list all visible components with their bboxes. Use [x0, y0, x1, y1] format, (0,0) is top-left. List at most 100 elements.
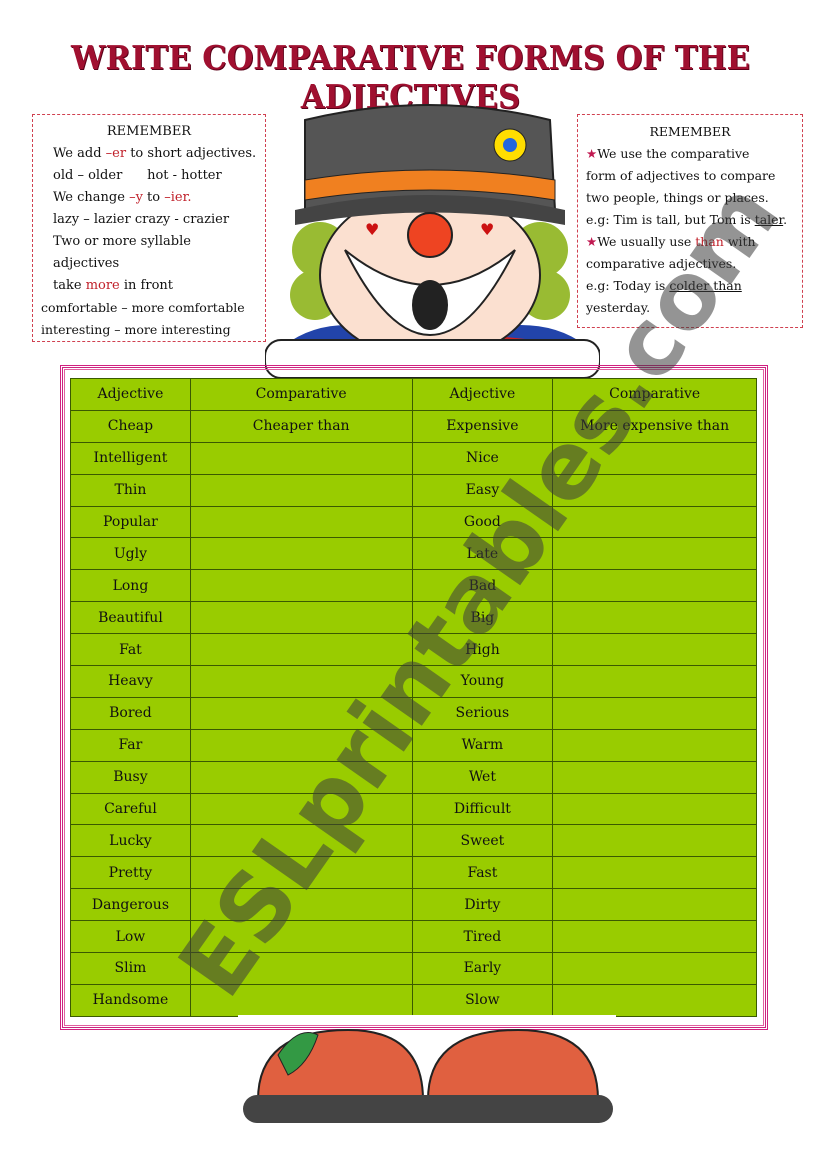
table-row: Ugly Late [70, 537, 757, 571]
comparative-cell[interactable] [189, 920, 413, 954]
example-line: e.g: Tim is tall, but Tom is taler. [586, 212, 788, 227]
adjective-cell: Fast [411, 856, 554, 890]
comparative-cell[interactable] [552, 824, 757, 858]
table-row: Low Tired [70, 920, 757, 954]
adjective-cell: Cheap [70, 409, 191, 443]
clown-illustration: ♥ ♥ [265, 104, 600, 378]
comparative-cell[interactable] [552, 633, 757, 667]
adjective-cell: Sweet [411, 824, 554, 858]
adjective-cell: Pretty [70, 856, 191, 890]
table-row: Busy Wet [70, 760, 757, 794]
adjective-cell: Dirty [411, 888, 554, 922]
comparative-cell[interactable] [189, 824, 413, 858]
comparative-cell[interactable] [552, 569, 757, 603]
comparative-cell[interactable] [189, 983, 413, 1017]
rule-line: We add –er to short adjectives. [53, 146, 257, 161]
comparative-cell[interactable] [552, 856, 757, 890]
comparative-cell[interactable] [552, 792, 757, 826]
comparative-cell[interactable] [189, 633, 413, 667]
adjective-cell: Fat [70, 633, 191, 667]
comparative-cell[interactable] [552, 888, 757, 922]
comparative-cell[interactable] [189, 569, 413, 603]
adjective-cell: Careful [70, 792, 191, 826]
adjectives-table: Adjective Comparative Adjective Comparative… [70, 378, 757, 1017]
clown-shoes-illustration [238, 1015, 616, 1123]
table-row: Popular Good [70, 505, 757, 539]
table-frame-inner [64, 369, 764, 1026]
comparative-cell[interactable] [552, 696, 757, 730]
rule-line: take more in front [53, 278, 173, 293]
rule-line: ★We usually use than with [586, 234, 756, 249]
table-row: Adjective Comparative Adjective Comparative [70, 378, 757, 411]
comparative-cell[interactable] [189, 792, 413, 826]
comparative-cell[interactable] [552, 537, 757, 571]
adjective-cell: Young [411, 665, 554, 698]
adjective-cell: Heavy [70, 665, 191, 698]
adjective-cell: High [411, 633, 554, 667]
comparative-cell[interactable] [552, 952, 757, 985]
box-heading: REMEMBER [106, 124, 192, 139]
example-line: lazy – lazier crazy - crazier [53, 212, 230, 227]
adjective-cell: Wet [411, 760, 554, 794]
adjective-cell: Busy [70, 760, 191, 794]
table-row: Dangerous Dirty [70, 888, 757, 922]
heart-icon: ♥ [480, 220, 494, 239]
comparative-cell[interactable] [189, 856, 413, 890]
adjective-cell: Long [70, 569, 191, 603]
adjective-cell: Popular [70, 505, 191, 539]
comparative-cell[interactable] [552, 505, 757, 539]
adjective-cell: Lucky [70, 824, 191, 858]
remember-box-left: REMEMBER We add –er to short adjectives.… [32, 114, 266, 342]
comparative-cell[interactable] [189, 696, 413, 730]
table-frame [60, 365, 768, 1030]
adjective-cell: Early [411, 952, 554, 985]
comparative-cell[interactable] [552, 760, 757, 794]
box-heading: REMEMBER [649, 124, 731, 139]
table-row: Careful Difficult [70, 792, 757, 826]
adjective-cell: Nice [411, 441, 554, 475]
adjective-cell: Thin [70, 473, 191, 507]
star-icon: ★ [586, 234, 598, 249]
comparative-cell[interactable] [552, 920, 757, 954]
adjective-cell: Tired [411, 920, 554, 954]
adjective-cell: Difficult [411, 792, 554, 826]
comparative-cell[interactable] [189, 760, 413, 794]
adjective-cell: Beautiful [70, 601, 191, 635]
adjective-cell: Late [411, 537, 554, 571]
comparative-cell[interactable] [552, 441, 757, 475]
adjective-cell: Expensive [411, 409, 554, 443]
comparative-cell[interactable] [189, 601, 413, 635]
comparative-cell[interactable] [189, 665, 413, 698]
rule-line: ★We use the comparative [586, 146, 750, 161]
table-row: Heavy Young [70, 665, 757, 698]
comparative-cell[interactable] [552, 601, 757, 635]
table-row: Fat High [70, 633, 757, 667]
rule-line: We change –y to –ier. [53, 190, 192, 205]
adjective-cell: Slim [70, 952, 191, 985]
comparative-cell[interactable]: More expensive than [552, 409, 757, 443]
comparative-cell[interactable] [552, 473, 757, 507]
comparative-cell[interactable] [189, 952, 413, 985]
table-row: Handsome Slow [70, 983, 757, 1017]
comparative-cell[interactable]: Comparative [552, 378, 757, 411]
comparative-cell[interactable] [189, 888, 413, 922]
comparative-cell[interactable] [552, 983, 757, 1017]
comparative-cell[interactable] [552, 665, 757, 698]
comparative-cell[interactable] [189, 505, 413, 539]
table-row: Slim Early [70, 952, 757, 985]
rule-line: form of adjectives to compare [586, 168, 776, 183]
comparative-cell[interactable] [189, 537, 413, 571]
comparative-cell[interactable]: Cheaper than [189, 409, 413, 443]
comparative-cell[interactable] [189, 728, 413, 762]
comparative-cell[interactable] [189, 441, 413, 475]
adjective-cell: Intelligent [70, 441, 191, 475]
table-row: Long Bad [70, 569, 757, 603]
comparative-cell[interactable] [552, 728, 757, 762]
comparative-cell[interactable] [189, 473, 413, 507]
table-row: Thin Easy [70, 473, 757, 507]
adjective-cell: Good [411, 505, 554, 539]
comparative-cell[interactable]: Comparative [189, 378, 413, 411]
table-row: Pretty Fast [70, 856, 757, 890]
adjective-cell: Handsome [70, 983, 191, 1017]
